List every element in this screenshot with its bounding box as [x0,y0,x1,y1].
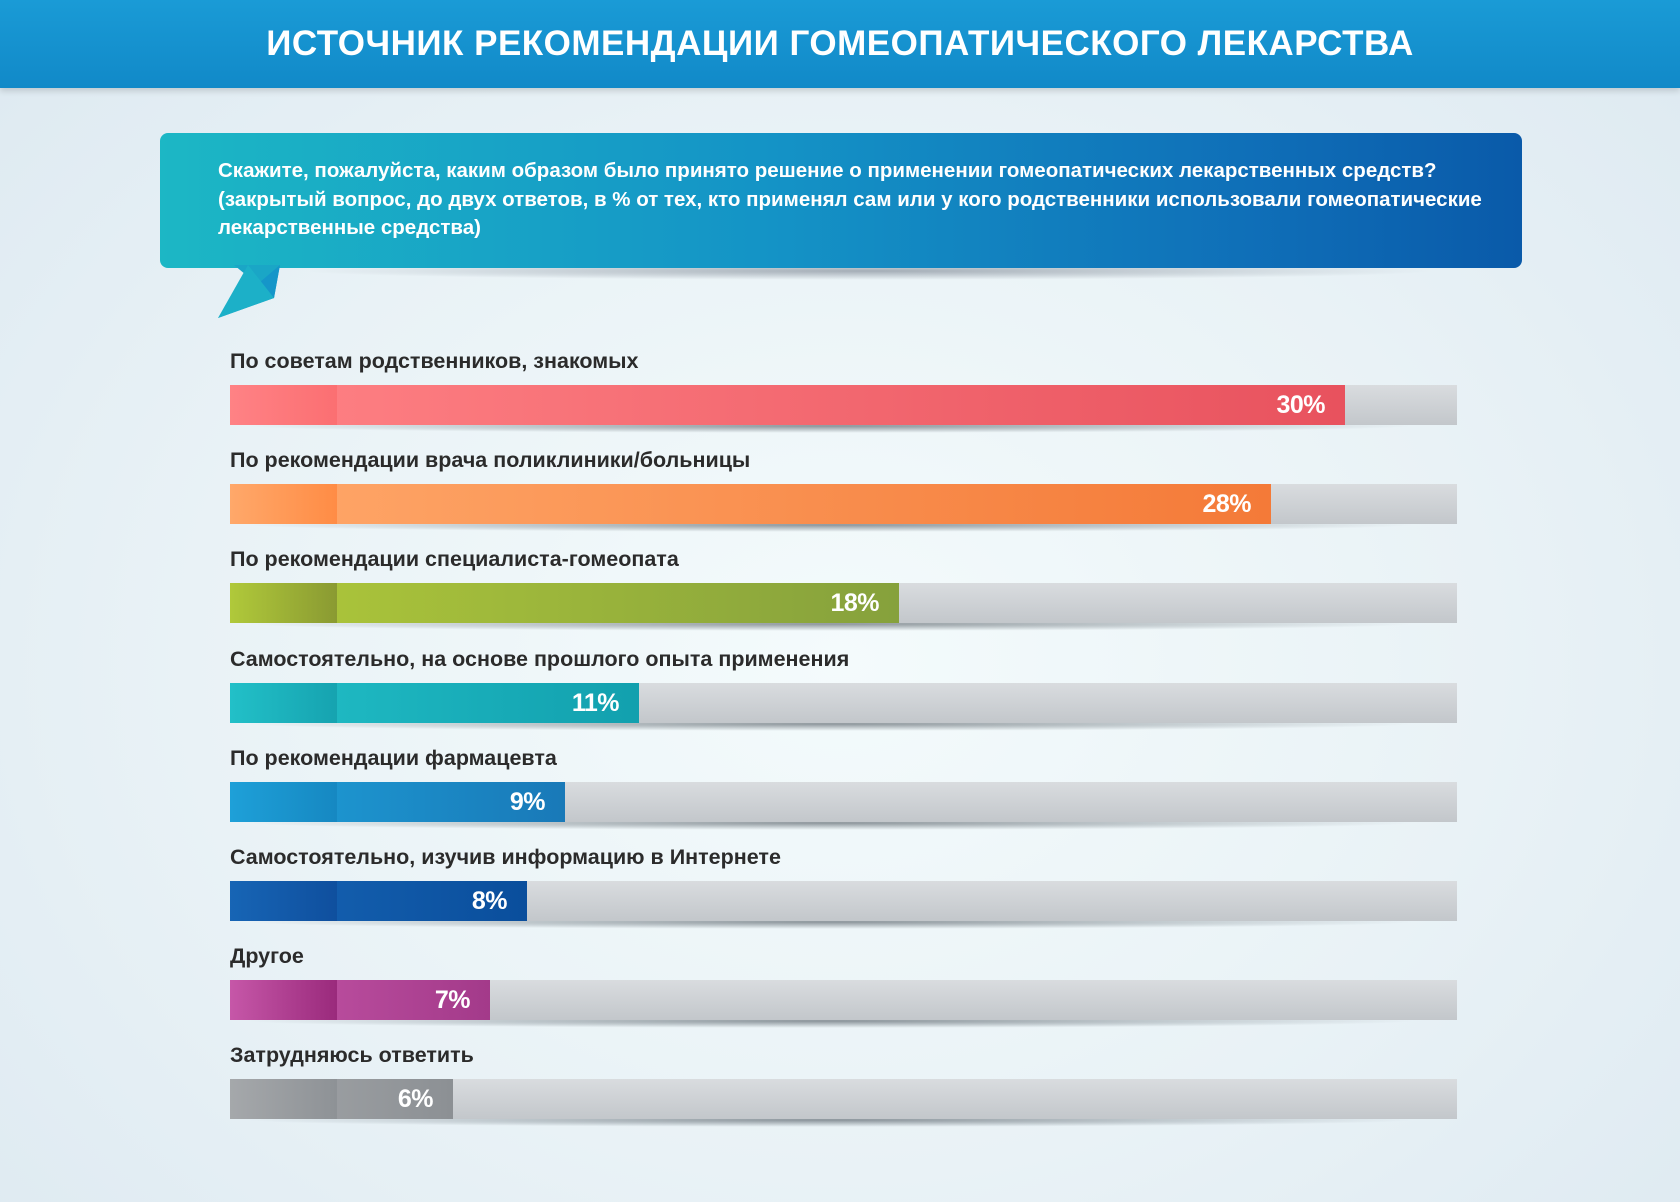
bar-head [230,881,337,921]
bar-head [230,1079,337,1119]
bar: 6% [230,1079,453,1119]
bar-head [230,484,337,524]
question-line-1: Скажите, пожалуйста, каким образом было … [218,159,1437,182]
bar-label: По рекомендации врача поликлиники/больни… [230,448,751,472]
bar-value-label: 18% [830,589,879,617]
bar-track: 8% [230,881,1457,921]
bar: 18% [230,583,899,623]
bar-head [230,385,337,425]
bar-head [230,980,337,1020]
bar-track: 7% [230,980,1457,1020]
bar-head [230,782,337,822]
bar-head [230,583,337,623]
bar-label: Другое [230,944,304,968]
page-title: ИСТОЧНИК РЕКОМЕНДАЦИИ ГОМЕОПАТИЧЕСКОГО Л… [0,0,1680,88]
bar-track: 30% [230,385,1457,425]
bar-label: Самостоятельно, на основе прошлого опыта… [230,647,850,671]
bar-value-label: 11% [571,689,620,717]
bar-track: 6% [230,1079,1457,1119]
bar: 30% [230,385,1345,425]
bar: 8% [230,881,527,921]
bar-track: 28% [230,484,1457,524]
bar-label: По советам родственников, знакомых [230,349,639,373]
bar-value-label: 9% [509,788,546,816]
question-line-2: (закрытый вопрос, до двух ответов, в % о… [218,187,1482,211]
bar-track: 9% [230,782,1457,822]
bar-label: Самостоятельно, изучив информацию в Инте… [230,845,781,869]
bar-label: По рекомендации специалиста-гомеопата [230,547,679,571]
bar-label: По рекомендации фармацевта [230,746,557,770]
bar: 7% [230,980,490,1020]
question-bubble: Скажите, пожалуйста, каким образом было … [160,133,1522,268]
bar-head [230,683,337,723]
bar-value-label: 8% [471,887,508,915]
bar-value-label: 28% [1202,490,1251,518]
bar-value-label: 7% [434,986,471,1014]
bar: 9% [230,782,565,822]
bar-track: 18% [230,583,1457,623]
bar-label: Затрудняюсь ответить [230,1043,474,1067]
bubble-tail-icon [218,265,280,318]
bar: 11% [230,683,639,723]
bar-value-label: 30% [1276,391,1325,419]
bar-track: 11% [230,683,1457,723]
bar: 28% [230,484,1271,524]
bar-value-label: 6% [397,1085,434,1113]
question-line-3: лекарственные средства) [218,216,481,239]
